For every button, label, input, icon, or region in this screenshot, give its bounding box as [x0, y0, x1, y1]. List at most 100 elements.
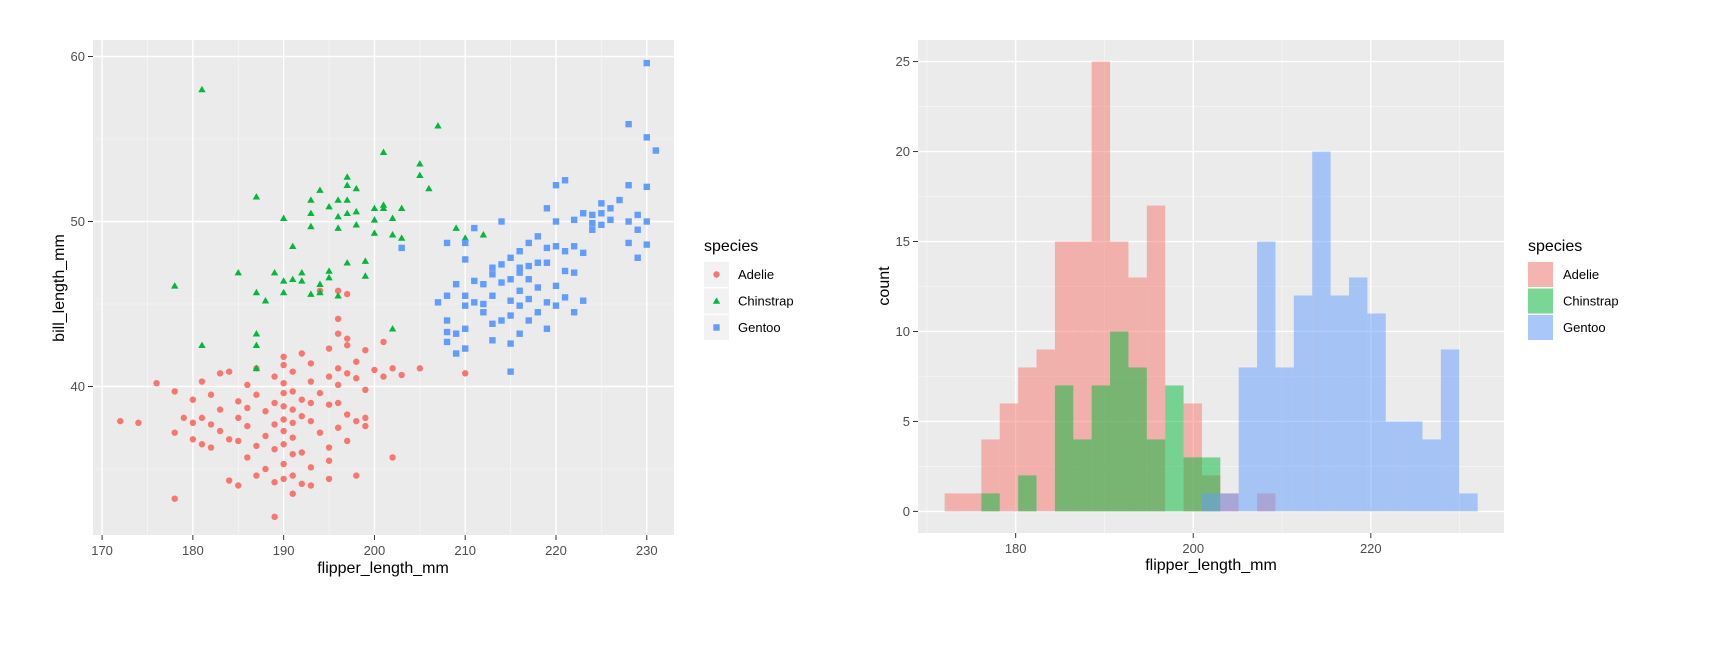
- scatter-point-adelie: [307, 417, 315, 425]
- scatter-y-tick-label: 60: [71, 49, 85, 64]
- scatter-point-gentoo: [634, 211, 641, 219]
- scatter-point-adelie: [343, 437, 351, 445]
- histogram-bar-gentoo: [1459, 493, 1478, 512]
- scatter-point-gentoo: [561, 267, 569, 275]
- scatter-point-gentoo: [452, 281, 460, 288]
- scatter-point-gentoo: [552, 282, 560, 290]
- scatter-point-adelie: [225, 368, 233, 375]
- scatter-point-adelie: [235, 437, 242, 445]
- scatter-point-adelie: [289, 419, 296, 426]
- scatter-point-gentoo: [580, 210, 587, 217]
- scatter-point-gentoo: [625, 182, 632, 189]
- scatter-point-gentoo: [589, 226, 596, 233]
- scatter-point-gentoo: [489, 337, 496, 344]
- scatter-point-gentoo: [498, 279, 505, 286]
- histogram-bar-chinstrap: [1091, 385, 1111, 512]
- histogram-bar-gentoo: [1348, 277, 1368, 512]
- scatter-point-adelie: [271, 446, 278, 453]
- scatter-point-gentoo: [625, 239, 632, 247]
- scatter-point-adelie: [253, 472, 260, 479]
- scatter-point-chinstrap: [334, 196, 342, 203]
- scatter-point-adelie: [353, 358, 360, 365]
- scatter-point-gentoo: [462, 256, 469, 263]
- scatter-point-chinstrap: [307, 209, 315, 217]
- scatter-point-gentoo: [652, 147, 660, 154]
- scatter-point-gentoo: [471, 299, 478, 306]
- scatter-point-chinstrap: [343, 209, 351, 217]
- scatter-point-gentoo: [507, 312, 514, 319]
- scatter-point-gentoo: [489, 320, 496, 327]
- scatter-point-adelie: [280, 427, 287, 435]
- scatter-point-adelie: [271, 421, 278, 428]
- scatter-point-adelie: [389, 454, 396, 461]
- scatter-legend-label-adelie: Adelie: [738, 267, 774, 282]
- scatter-point-gentoo: [543, 325, 551, 332]
- histogram-bar-chinstrap: [1018, 475, 1037, 512]
- scatter-point-gentoo: [543, 259, 551, 266]
- scatter-point-gentoo: [507, 297, 514, 304]
- scatter-point-chinstrap: [397, 234, 406, 241]
- scatter-point-adelie: [353, 417, 360, 425]
- scatter-x-tick-label: 190: [273, 543, 295, 558]
- scatter-point-gentoo: [552, 243, 560, 250]
- scatter-point-gentoo: [561, 294, 569, 301]
- scatter-point-gentoo: [507, 254, 514, 261]
- scatter-point-gentoo: [489, 264, 496, 271]
- scatter-point-gentoo: [543, 299, 551, 306]
- scatter-point-adelie: [316, 429, 324, 436]
- scatter-point-gentoo: [516, 287, 523, 294]
- scatter-point-chinstrap: [307, 196, 315, 203]
- scatter-point-adelie: [235, 414, 242, 422]
- scatter-point-chinstrap: [343, 259, 351, 266]
- scatter-point-adelie: [271, 373, 278, 380]
- scatter-point-adelie: [189, 436, 197, 443]
- scatter-point-adelie: [262, 465, 269, 473]
- histogram-y-tick-label: 5: [903, 414, 910, 429]
- histogram-bar-gentoo: [1422, 439, 1441, 512]
- scatter-point-gentoo: [570, 309, 578, 316]
- scatter-point-adelie: [289, 368, 296, 375]
- scatter-point-chinstrap: [452, 224, 460, 231]
- histogram-bar-gentoo: [1238, 367, 1258, 512]
- scatter-point-gentoo: [589, 219, 596, 227]
- scatter-point-adelie: [298, 413, 305, 420]
- scatter-point-chinstrap: [352, 221, 360, 228]
- scatter-point-gentoo: [443, 292, 451, 299]
- scatter-point-chinstrap: [289, 242, 297, 250]
- histogram-bar-adelie: [1036, 349, 1055, 512]
- scatter-plot-panel: [93, 40, 674, 535]
- scatter-point-adelie: [280, 389, 287, 397]
- scatter-point-adelie: [380, 373, 387, 380]
- histogram-bar-chinstrap: [1073, 439, 1092, 512]
- histogram-bar-adelie: [999, 403, 1019, 512]
- scatter-point-chinstrap: [298, 268, 306, 276]
- scatter-point-gentoo: [452, 330, 460, 337]
- histogram-bar-gentoo: [1293, 295, 1313, 512]
- scatter-point-chinstrap: [334, 212, 342, 220]
- scatter-point-adelie: [298, 396, 305, 403]
- scatter-point-adelie: [207, 444, 215, 451]
- scatter-point-gentoo: [525, 295, 532, 303]
- scatter-point-adelie: [244, 454, 251, 461]
- histogram-y-tick-label: 10: [896, 324, 910, 339]
- scatter-point-gentoo: [534, 309, 542, 316]
- scatter-point-adelie: [343, 370, 351, 377]
- scatter-point-chinstrap: [334, 224, 342, 231]
- scatter-point-adelie: [325, 373, 333, 380]
- scatter-point-gentoo: [462, 302, 469, 309]
- scatter-point-chinstrap: [416, 160, 424, 167]
- scatter-point-adelie: [216, 427, 224, 435]
- scatter-point-adelie: [362, 422, 369, 430]
- scatter-point-adelie: [207, 391, 215, 398]
- scatter-point-adelie: [117, 417, 124, 425]
- scatter-point-adelie: [380, 338, 387, 346]
- scatter-point-chinstrap: [388, 214, 397, 221]
- scatter-point-adelie: [198, 378, 206, 385]
- scatter-point-gentoo: [552, 182, 560, 189]
- scatter-point-adelie: [334, 315, 342, 323]
- scatter-gridlines: [93, 40, 674, 535]
- scatter-point-chinstrap: [252, 288, 261, 296]
- scatter-point-adelie: [316, 389, 324, 397]
- histogram-y-axis-title: count: [876, 266, 893, 306]
- scatter-point-adelie: [216, 406, 224, 413]
